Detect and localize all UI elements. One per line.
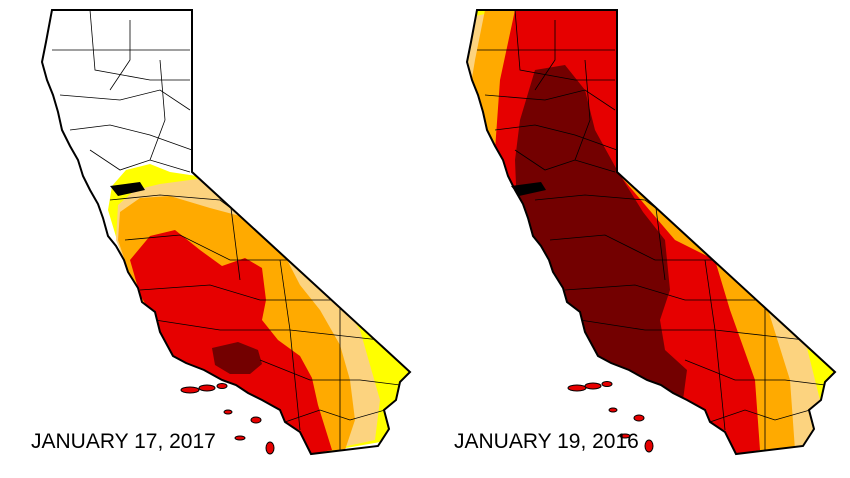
county-lines [477, 10, 826, 450]
date-label-2016: JANUARY 19, 2016 [454, 430, 639, 453]
california-map-2016 [465, 9, 837, 456]
california-map-2017 [40, 9, 412, 456]
county-lines [52, 10, 401, 450]
date-label-2017: JANUARY 17, 2017 [31, 430, 216, 453]
drought-map-2017: JANUARY 17, 2017 [31, 9, 412, 456]
d3-region [130, 230, 332, 454]
drought-map-2016: JANUARY 19, 2016 [425, 0, 850, 478]
california-outline [40, 9, 412, 456]
california-outline [465, 9, 837, 456]
d4-region [212, 342, 262, 374]
sf-bay [511, 182, 546, 196]
sf-bay [110, 182, 145, 196]
channel-islands [180, 383, 275, 455]
channel-islands [567, 381, 654, 453]
